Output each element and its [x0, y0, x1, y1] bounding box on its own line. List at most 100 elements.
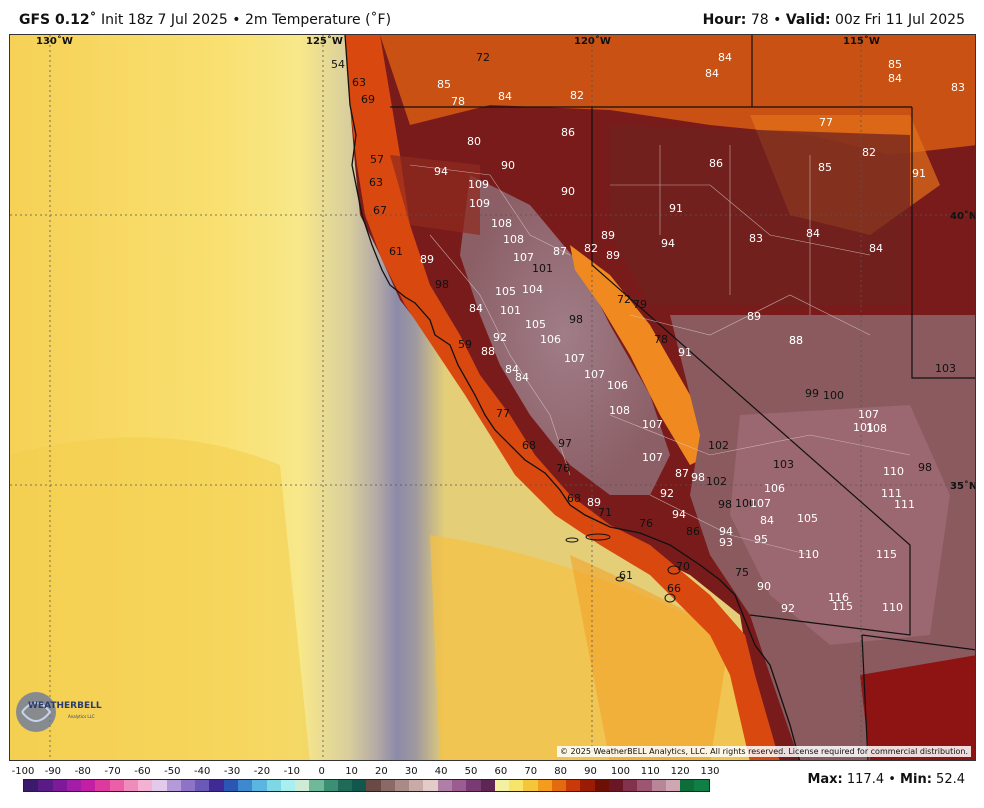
temperature-label: 61 — [389, 245, 403, 258]
temperature-label: 109 — [469, 197, 490, 210]
lat-label-40: 40˚N — [950, 210, 976, 222]
temperature-label: 68 — [522, 439, 536, 452]
temperature-label: 61 — [619, 569, 633, 582]
temperature-label: 80 — [467, 135, 481, 148]
temperature-label: 69 — [361, 93, 375, 106]
temperature-label: 100 — [823, 389, 844, 402]
scale-swatch — [266, 780, 281, 791]
lon-label-115: 115˚W — [843, 35, 880, 47]
temperature-label: 72 — [617, 293, 631, 306]
temperature-label: 111 — [881, 487, 902, 500]
svg-text:Analytics LLC: Analytics LLC — [68, 714, 95, 719]
scale-swatch — [566, 780, 581, 791]
temperature-label: 68 — [567, 492, 581, 505]
temperature-label: 107 — [642, 451, 663, 464]
temperature-label: 82 — [570, 89, 584, 102]
temperature-label: 57 — [370, 153, 384, 166]
temperature-label: 100 — [735, 497, 756, 510]
scale-swatch — [380, 780, 395, 791]
scale-tick-label: 120 — [670, 766, 690, 777]
temperature-label: 89 — [420, 253, 434, 266]
temperature-label: 84 — [505, 363, 519, 376]
temperature-label: 67 — [373, 204, 387, 217]
scale-swatch — [423, 780, 438, 791]
temperature-label: 59 — [458, 338, 472, 351]
scale-swatch — [209, 780, 224, 791]
scale-swatch — [280, 780, 296, 791]
weatherbell-logo: WEATHERBELL Analytics LLC — [14, 684, 102, 738]
scale-tick-label: 10 — [345, 766, 358, 777]
scale-tick-label: -20 — [253, 766, 271, 777]
min-value: 52.4 — [936, 772, 965, 787]
temperature-label: 72 — [476, 51, 490, 64]
scale-swatch — [608, 780, 624, 791]
temperature-label: 92 — [493, 331, 507, 344]
county-borders — [409, 145, 911, 556]
max-value: 117.4 — [846, 772, 885, 787]
scale-tick-label: 0 — [318, 766, 325, 777]
scale-swatch — [394, 780, 410, 791]
temperature-label: 93 — [719, 536, 733, 549]
temperature-label: 82 — [862, 146, 876, 159]
temperature-label: 94 — [434, 165, 448, 178]
scale-swatch — [523, 780, 538, 791]
coordinate-labels: 130˚W 125˚W 120˚W 115˚W 40˚N 35˚N — [36, 35, 976, 492]
temperature-label: 82 — [584, 242, 598, 255]
scale-swatch — [252, 780, 267, 791]
scale-swatch — [237, 780, 253, 791]
scale-tick-label: -80 — [74, 766, 91, 777]
temperature-label: 107 — [564, 352, 585, 365]
temperature-label: 89 — [587, 496, 601, 509]
state-borders — [390, 35, 975, 760]
scale-swatch — [52, 780, 67, 791]
temperature-label: 78 — [451, 95, 465, 108]
valid-time-info: Hour: 78 • Valid: 00z Fri 11 Jul 2025 — [702, 12, 965, 28]
temperature-label: 89 — [747, 310, 761, 323]
scale-swatch — [509, 780, 524, 791]
temperature-label: 92 — [781, 602, 795, 615]
temperature-label: 84 — [498, 90, 512, 103]
temperature-label: 101 — [853, 421, 874, 434]
temperature-label: 101 — [532, 262, 553, 275]
coastline — [344, 35, 801, 760]
map-title: GFS 0.12˚ Init 18z 7 Jul 2025 • 2m Tempe… — [19, 12, 392, 28]
temperature-label: 88 — [481, 345, 495, 358]
scale-tick-label: -30 — [223, 766, 241, 777]
temperature-map[interactable]: 130˚W 125˚W 120˚W 115˚W 40˚N 35˚N 54 63 69… — [9, 34, 976, 761]
temperature-label: 106 — [540, 333, 561, 346]
scale-swatch — [180, 780, 196, 791]
scale-tick-label: 60 — [494, 766, 508, 777]
temperature-label: 63 — [369, 176, 383, 189]
temperature-label: 110 — [882, 601, 903, 614]
scale-tick-label: 70 — [524, 766, 538, 777]
scale-swatch — [366, 780, 381, 791]
lon-label-125: 125˚W — [306, 35, 343, 47]
temperature-label: 91 — [678, 346, 692, 359]
temperature-label: 84 — [806, 227, 820, 240]
temperature-label: 110 — [798, 548, 819, 561]
temperature-label: 85 — [888, 58, 902, 71]
temperature-label: 105 — [495, 285, 516, 298]
scale-bar — [23, 779, 710, 792]
temperature-label: 97 — [558, 437, 572, 450]
scale-tick-label: 80 — [554, 766, 568, 777]
scale-swatch — [81, 780, 96, 791]
scale-swatch — [551, 780, 567, 791]
scale-swatch — [651, 780, 666, 791]
temperature-label: 102 — [708, 439, 729, 452]
scale-swatch — [537, 780, 552, 791]
scale-swatch — [24, 780, 39, 791]
scale-swatch — [295, 780, 310, 791]
temperature-label: 107 — [513, 251, 534, 264]
scale-tick-label: 130 — [700, 766, 720, 777]
temperature-label: 76 — [639, 517, 653, 530]
temperature-label: 98 — [569, 313, 583, 326]
hour-value: 78 — [750, 12, 769, 28]
temperature-label: 83 — [951, 81, 965, 94]
scale-tick-label: 90 — [584, 766, 597, 777]
temperature-label: 91 — [912, 167, 926, 180]
temperature-label: 110 — [883, 465, 904, 478]
temperature-label: 84 — [869, 242, 883, 255]
lon-label-130: 130˚W — [36, 35, 73, 47]
lat-label-35: 35˚N — [950, 480, 976, 492]
